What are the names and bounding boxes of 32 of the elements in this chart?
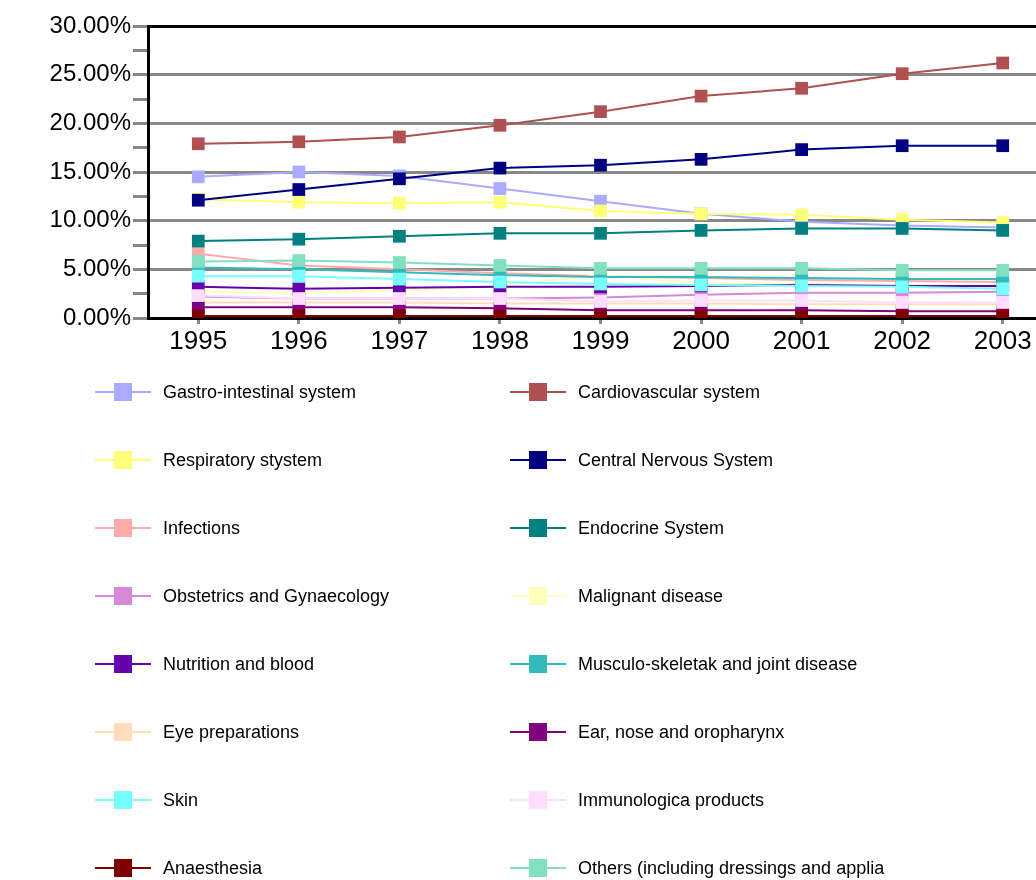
x-tick-label: 1995 (169, 324, 228, 355)
y-tick-label: 30.00% (49, 10, 131, 38)
legend-label: Skin (163, 789, 199, 811)
x-tick-label: 1998 (471, 324, 529, 355)
legend-label: Anaesthesia (163, 857, 263, 879)
x-tick-label: 1997 (370, 324, 429, 355)
x-tick-label: 2003 (973, 324, 1032, 355)
legend-label: Central Nervous System (578, 449, 774, 471)
y-tick-label: 25.00% (49, 59, 131, 87)
x-tick-label: 2002 (873, 324, 932, 355)
legend-label: Musculo-skeletak and joint disease (578, 653, 858, 675)
legend-label: Endocrine System (578, 517, 725, 539)
legend-label: Eye preparations (163, 721, 300, 743)
legend-label: Immunologica products (578, 789, 765, 811)
y-tick-label: 10.00% (49, 205, 131, 233)
legend-label: Gastro-intestinal system (163, 381, 357, 403)
x-tick-label: 2000 (672, 324, 730, 355)
y-tick-label: 0.00% (62, 302, 131, 330)
legend-label: Respiratory stystem (163, 449, 323, 471)
legend-label: Malignant disease (578, 585, 724, 607)
legend-label: Ear, nose and oropharynx (578, 721, 785, 743)
y-tick-label: 15.00% (49, 156, 131, 184)
y-tick-label: 20.00% (49, 107, 131, 135)
x-tick-label: 2001 (772, 324, 831, 355)
legend-label: Obstetrics and Gynaecology (163, 585, 390, 607)
legend-label: Nutrition and blood (163, 653, 315, 675)
x-tick-label: 1996 (269, 324, 328, 355)
legend-label: Infections (163, 517, 241, 539)
y-tick-label: 5.00% (62, 253, 131, 281)
x-tick-label: 1999 (571, 324, 630, 355)
legend-label: Cardiovascular system (578, 381, 761, 403)
legend-label: Others (including dressings and applia (578, 857, 885, 879)
